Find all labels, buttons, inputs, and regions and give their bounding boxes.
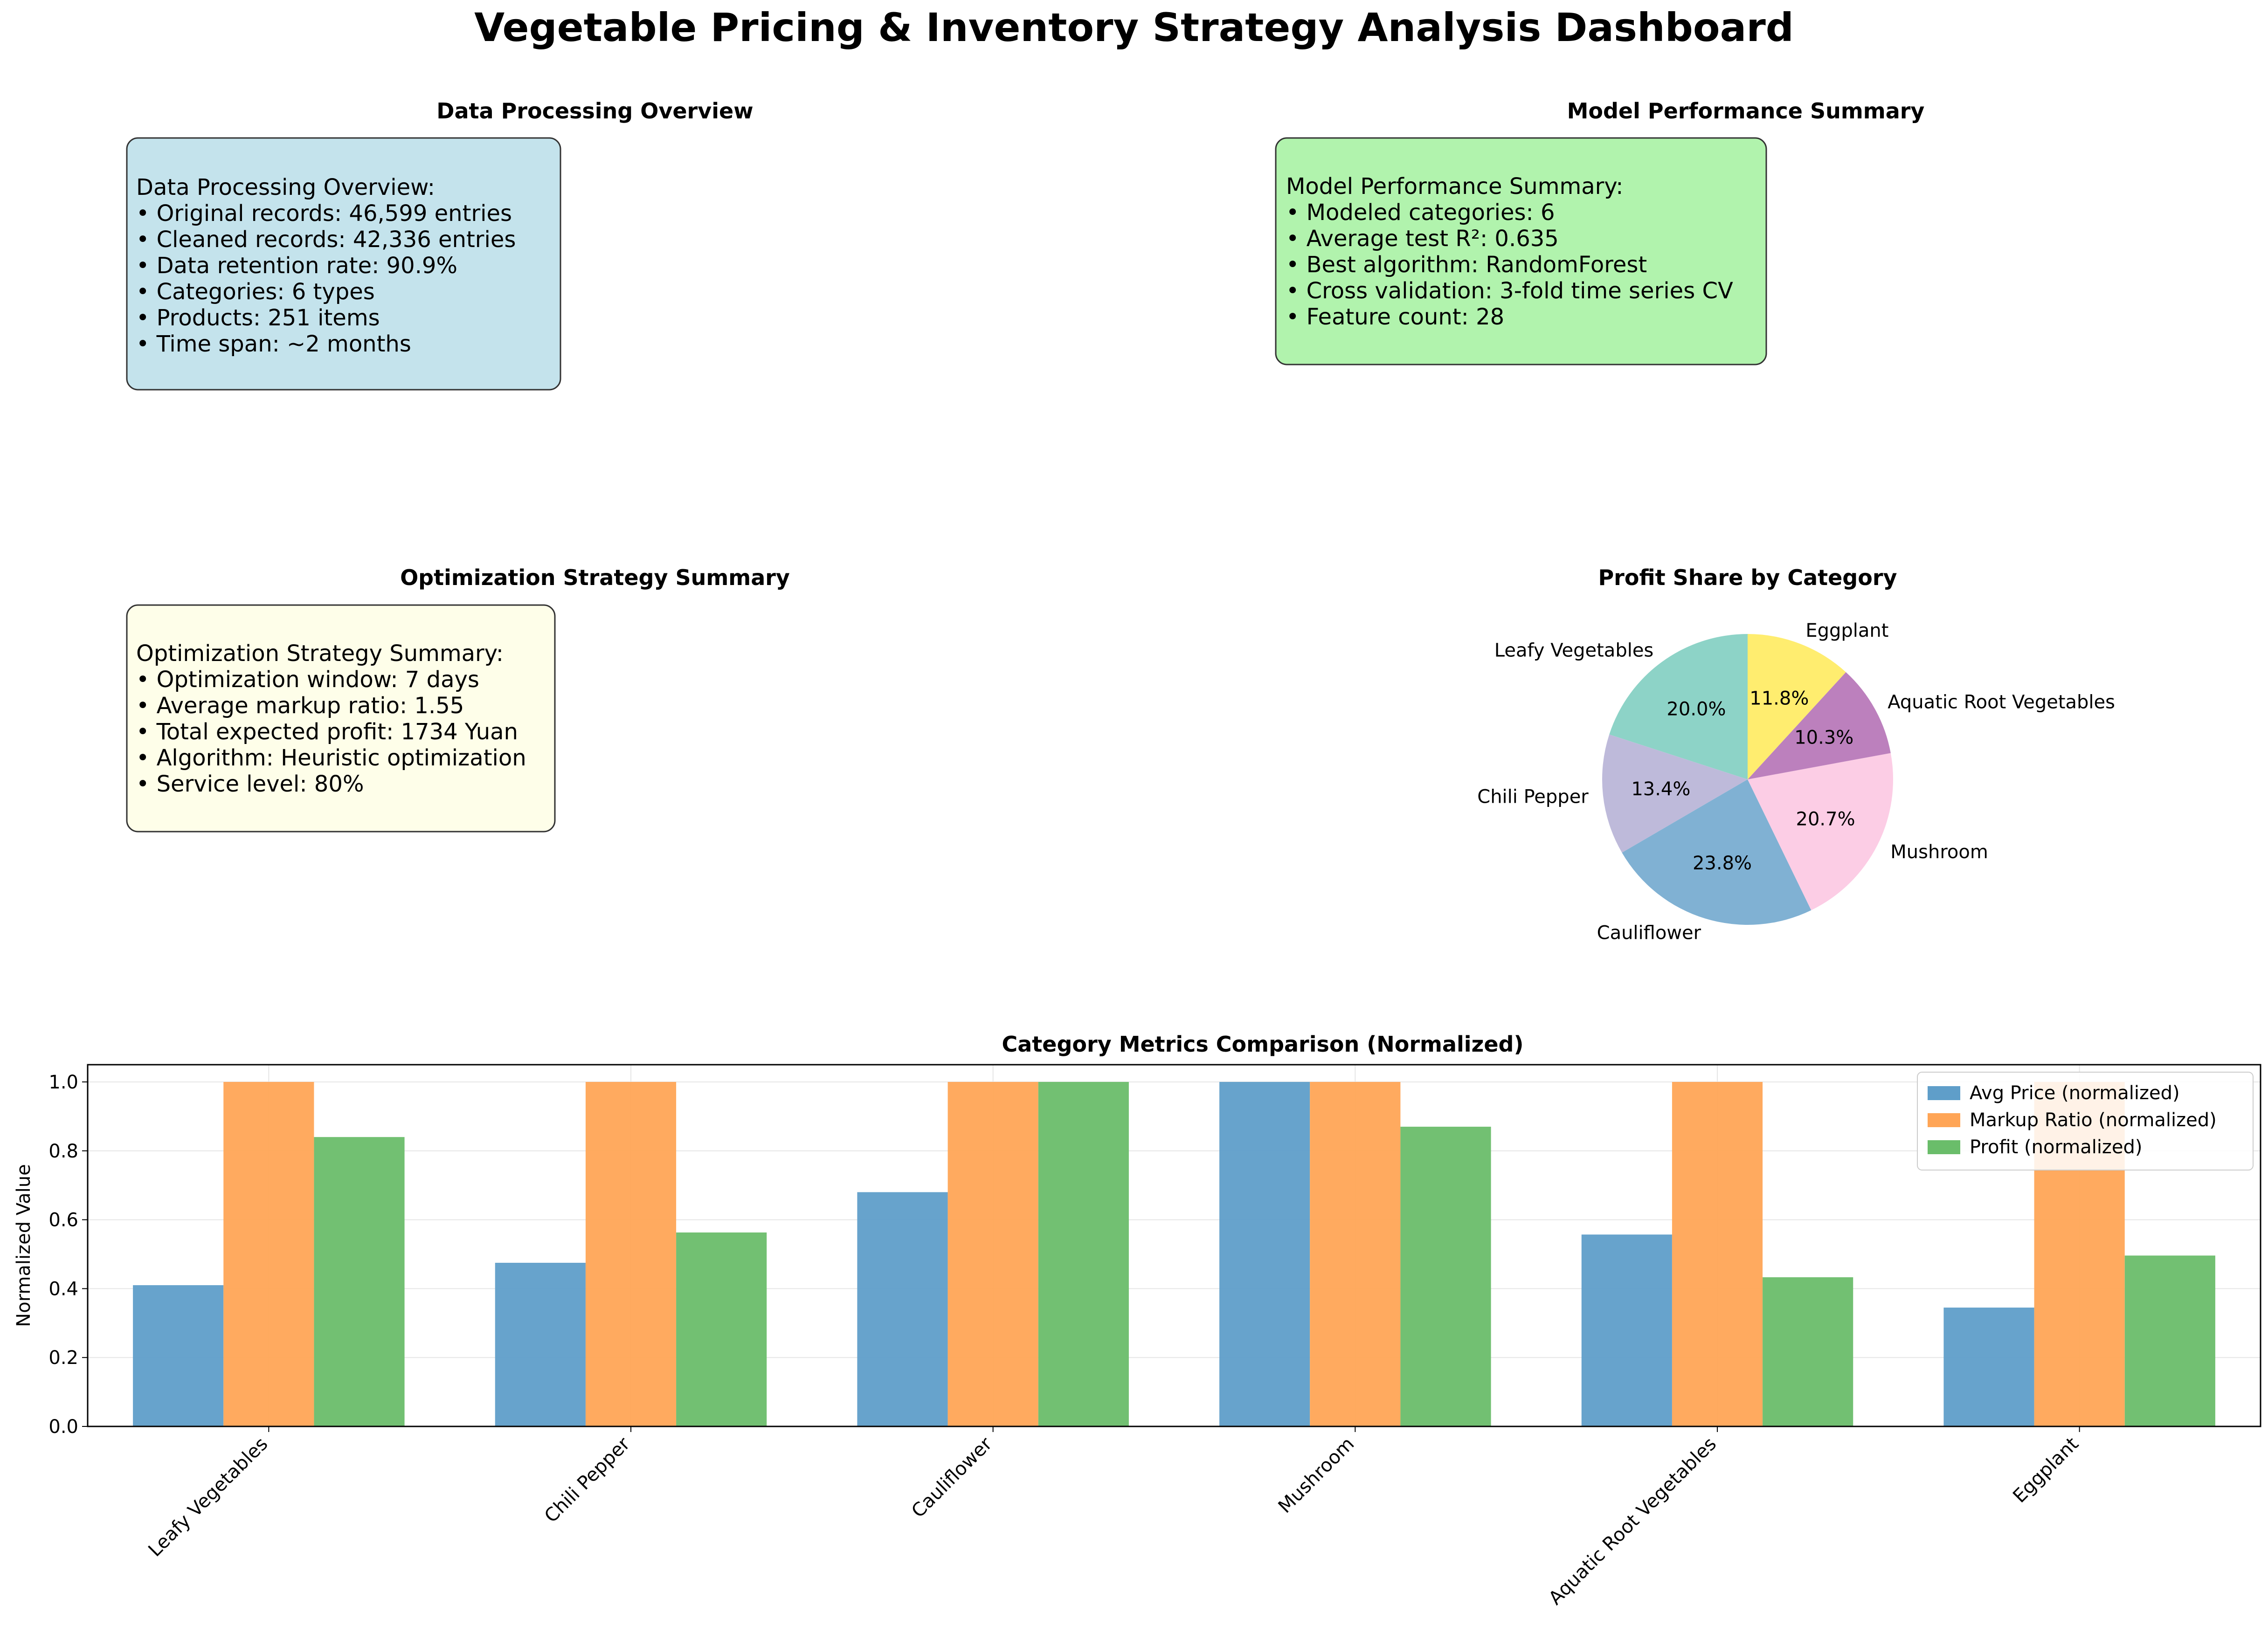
model-performance-line: • Feature count: 28 — [1286, 304, 1504, 330]
data-processing-box — [126, 137, 561, 391]
bar-chart-y-axis-label: Normalized Value — [13, 1164, 35, 1327]
optimization-line: • Service level: 80% — [136, 771, 364, 797]
bar — [1581, 1234, 1672, 1426]
pie-slice-percent: 20.0% — [1666, 699, 1726, 720]
y-tick-label: 0.0 — [48, 1416, 78, 1438]
optimization-text: Optimization Strategy Summary: • Optimiz… — [136, 640, 533, 797]
legend-entry: Markup Ratio (normalized) — [1970, 1109, 2217, 1131]
bar — [676, 1232, 767, 1426]
bar — [947, 1081, 1038, 1426]
optimization-title: Optimization Strategy Summary — [400, 565, 790, 590]
category-metrics-bar-chart: Category Metrics Comparison (Normalized)… — [13, 1032, 2261, 1609]
model-performance-line: Model Performance Summary: — [1286, 173, 1623, 200]
pie-slice — [1622, 779, 1812, 925]
y-tick-label: 0.8 — [48, 1141, 78, 1162]
data-processing-line: • Time span: ~2 months — [136, 331, 411, 357]
data-processing-line: • Categories: 6 types — [136, 279, 375, 305]
profit-share-pie-chart: Profit Share by Category 20.0% Leafy Vege… — [1477, 565, 2115, 943]
x-tick-label: Chili Pepper — [540, 1433, 635, 1527]
model-performance-line: • Best algorithm: RandomForest — [1286, 252, 1647, 278]
data-processing-line: Data Processing Overview: — [136, 174, 435, 200]
data-processing-line: • Products: 251 items — [136, 305, 380, 331]
pie-slice — [1748, 753, 1893, 910]
data-processing-title: Data Processing Overview — [436, 98, 753, 124]
pie-slice-label: Eggplant — [1805, 620, 1888, 641]
pie-slice — [1748, 672, 1891, 779]
pie-slice-label: Mushroom — [1890, 841, 1988, 863]
pie-slice-label: Cauliflower — [1597, 922, 1701, 943]
data-processing-text: Data Processing Overview: • Original rec… — [136, 174, 523, 357]
bar — [1672, 1081, 1763, 1426]
y-tick-label: 0.4 — [48, 1278, 78, 1300]
x-tick-label: Cauliflower — [907, 1433, 996, 1522]
pie-slice-label: Leafy Vegetables — [1494, 640, 1653, 661]
bar — [223, 1081, 314, 1426]
optimization-panel: Optimization Strategy Summary Optimizati… — [126, 565, 790, 833]
y-tick-label: 0.6 — [48, 1210, 78, 1231]
data-processing-line: • Data retention rate: 90.9% — [136, 253, 457, 279]
optimization-line: • Total expected profit: 1734 Yuan — [136, 719, 518, 745]
pie-slice — [1609, 634, 1748, 779]
model-performance-line: • Modeled categories: 6 — [1286, 200, 1555, 226]
legend-box — [1917, 1072, 2254, 1171]
legend-swatch — [1928, 1086, 1960, 1100]
legend-swatch — [1928, 1113, 1960, 1127]
optimization-line: Optimization Strategy Summary: — [136, 640, 504, 667]
pie-slice-percent: 10.3% — [1794, 727, 1853, 748]
pie-slice-percent: 20.7% — [1796, 808, 1855, 830]
optimization-box — [126, 604, 556, 833]
bar — [1310, 1081, 1401, 1426]
y-tick-label: 0.2 — [48, 1347, 78, 1369]
bar-chart-title: Category Metrics Comparison (Normalized) — [1002, 1032, 1524, 1057]
bar — [1763, 1277, 1853, 1426]
pie-slice-label: Aquatic Root Vegetables — [1888, 692, 2115, 713]
x-tick-label: Mushroom — [1274, 1433, 1359, 1518]
model-performance-line: • Average test R²: 0.635 — [1286, 226, 1559, 252]
dashboard-title: Vegetable Pricing & Inventory Strategy A… — [474, 5, 1794, 50]
bar — [1219, 1081, 1310, 1426]
bar — [1038, 1081, 1129, 1426]
x-tick-label: Leafy Vegetables — [144, 1433, 272, 1561]
data-processing-panel: Data Processing Overview Data Processing… — [126, 98, 754, 391]
pie-slice — [1748, 634, 1846, 779]
model-performance-title: Model Performance Summary — [1567, 98, 1925, 124]
pie-slice — [1602, 734, 1748, 853]
optimization-line: • Optimization window: 7 days — [136, 667, 479, 693]
bar — [857, 1192, 948, 1426]
pie-chart-title: Profit Share by Category — [1598, 565, 1897, 590]
optimization-line: • Average markup ratio: 1.55 — [136, 693, 464, 719]
optimization-line: • Algorithm: Heuristic optimization — [136, 745, 526, 771]
plot-frame — [87, 1064, 2261, 1427]
bar — [1400, 1127, 1491, 1426]
data-processing-line: • Original records: 46,599 entries — [136, 200, 512, 227]
bar — [585, 1081, 677, 1426]
x-tick-label: Aquatic Root Vegetables — [1545, 1433, 1721, 1609]
y-tick-label: 1.0 — [48, 1072, 78, 1093]
pie-slice-label: Chili Pepper — [1477, 786, 1589, 808]
bar — [1943, 1308, 2034, 1426]
pie-slice-percent: 11.8% — [1749, 688, 1809, 709]
data-processing-line: • Cleaned records: 42,336 entries — [136, 227, 516, 253]
bar — [133, 1285, 224, 1426]
model-performance-panel: Model Performance Summary Model Performa… — [1275, 98, 1925, 365]
model-performance-box — [1275, 137, 1767, 365]
model-performance-line: • Cross validation: 3-fold time series C… — [1286, 278, 1733, 304]
bar — [314, 1137, 405, 1426]
pie-slice-percent: 13.4% — [1631, 778, 1690, 800]
legend-swatch — [1928, 1140, 1960, 1154]
bar — [495, 1262, 586, 1426]
legend-entry: Avg Price (normalized) — [1970, 1082, 2180, 1104]
x-tick-label: Eggplant — [2009, 1433, 2082, 1507]
model-performance-text: Model Performance Summary: • Modeled cat… — [1286, 173, 1740, 330]
pie-slice-percent: 23.8% — [1693, 853, 1752, 874]
legend-entry: Profit (normalized) — [1970, 1136, 2143, 1158]
bar — [2124, 1255, 2215, 1426]
